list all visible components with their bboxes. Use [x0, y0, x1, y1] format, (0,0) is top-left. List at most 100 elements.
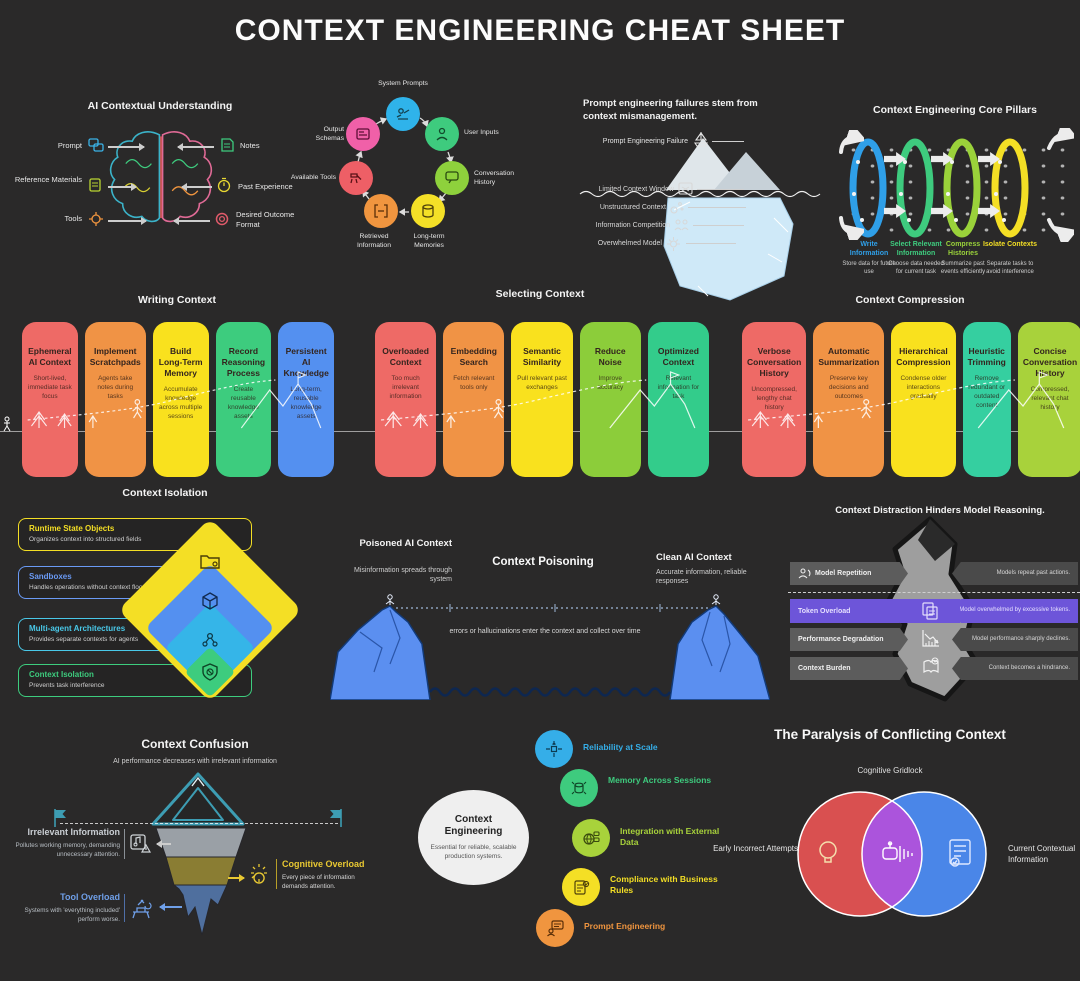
stopwatch-icon [217, 177, 231, 193]
cycle-node-conversation-history [435, 161, 469, 195]
notes-icon [221, 138, 234, 152]
curved-arrow-icon [1047, 128, 1074, 150]
brain-label-past-experience: Past Experience [238, 182, 293, 191]
pillar-label: Compress Histories [945, 241, 981, 257]
card-optimized-context: Optimized Context Relevant information fo… [647, 322, 710, 477]
pillar-desc: Summarize past events efficiently [940, 261, 986, 275]
cliffs-illustration [330, 594, 770, 700]
hub-title: Context Engineering [444, 813, 503, 838]
distraction-row-token-overload: Token Overload Model overwhelmed by exce… [790, 599, 1078, 623]
selecting-context-cards: Overloaded Context Too much irrelevant in… [375, 322, 710, 477]
hub-item-label: Memory Across Sessions [608, 775, 712, 785]
callout-tool-overload-desc: Systems with 'everything included' perfo… [24, 907, 120, 923]
reference-doc-icon [89, 178, 101, 192]
arrow-left [181, 183, 212, 190]
shield-icon [202, 663, 218, 681]
arrow-left [173, 217, 210, 224]
connector-line [688, 207, 746, 208]
arrow-right [108, 217, 147, 224]
page-title: CONTEXT ENGINEERING CHEAT SHEET [234, 14, 846, 47]
token-stack-icon [922, 602, 938, 620]
connector-line [712, 141, 744, 142]
curved-arrow-icon [1047, 218, 1074, 242]
card-persistent-ai-knowledge: Persistent AI Knowledge Long-term, reusab… [278, 322, 335, 477]
arrow-left [177, 143, 214, 150]
context-distraction-title: Context Distraction Hinders Model Reason… [835, 505, 1045, 516]
divider [276, 859, 277, 889]
card-record-reasoning-process: Record Reasoning Process Create reusable … [215, 322, 272, 477]
context-confusion-subtitle: AI performance decreases with irrelevant… [113, 758, 277, 765]
user-icon [436, 127, 448, 141]
tools-pile-icon [132, 899, 152, 919]
iceberg-label-information-competition: Information Competition [595, 222, 670, 229]
venn-diagram [797, 791, 987, 917]
cycle-node-long-term-memories [411, 194, 445, 228]
brain-label-notes: Notes [240, 141, 260, 150]
hub-item-circle-reliability [535, 730, 573, 768]
burden-book-icon [923, 657, 939, 674]
sliders-icon [396, 108, 410, 120]
target-icon [215, 212, 229, 226]
distraction-row-model-repetition: Model Repetition Models repeat past acti… [790, 562, 1078, 585]
curved-arrow-icon [839, 130, 864, 154]
failure-iceberg-heading: Prompt engineering failures stem from co… [583, 98, 758, 122]
callout-irrelevant-information-desc: Pollutes working memory, demanding unnec… [15, 842, 120, 858]
failure-iceberg-illustration [579, 138, 821, 301]
hub-item-circle-memory [560, 769, 598, 807]
poisoning-note: errors or hallucinations enter the conte… [449, 628, 641, 635]
multi-agent-icon [202, 632, 218, 647]
venn-right-label: Current Contextual Information [1008, 844, 1076, 864]
divider [124, 829, 125, 859]
context-isolation-title: Context Isolation [122, 487, 208, 499]
crowd-icon [674, 219, 689, 231]
confusion-waterline [60, 823, 338, 824]
brackets-box-icon [374, 204, 388, 218]
callout-tool-overload-title: Tool Overload [60, 892, 120, 902]
callout-cognitive-overload-title: Cognitive Overload [282, 859, 365, 869]
declining-chart-icon [922, 630, 939, 647]
venn-top-label: Cognitive Gridlock [857, 766, 923, 775]
cube-icon [202, 592, 218, 610]
card-reduce-noise: Reduce Noise Improve accuracy [579, 322, 641, 477]
cycle-node-system-prompts [386, 97, 420, 131]
arrow-right [108, 183, 137, 190]
overload-burst-icon [667, 237, 680, 251]
context-engineering-hub-circle: Context Engineering Essential for reliab… [418, 790, 529, 885]
clean-context-title: Clean AI Context [656, 552, 732, 563]
sun-overload-icon [251, 864, 267, 884]
repeat-user-icon [798, 568, 811, 579]
poisoned-context-desc: Misinformation spreads through system [353, 567, 452, 584]
connector-line [686, 243, 736, 244]
cycle-label: Long-term Memories [413, 233, 445, 249]
brain-label-reference-materials: Reference Materials [14, 175, 82, 184]
iceberg-surface-label: Prompt Engineering Failure [602, 138, 688, 145]
card-hierarchical-compression: Hierarchical Compression Condense older i… [891, 322, 956, 477]
pillar-desc: Separate tasks to avoid interference [986, 261, 1034, 275]
divider [124, 894, 125, 922]
callout-cognitive-overload-desc: Every piece of information demands atten… [282, 874, 355, 890]
flag-icon [54, 809, 66, 827]
flag-icon [330, 809, 342, 827]
chat-bubbles-icon [88, 138, 104, 152]
database-icon [422, 204, 434, 218]
pillar-rings [849, 138, 1029, 238]
conflicting-context-title: The Paralysis of Conflicting Context [774, 727, 1006, 742]
globe-data-icon [583, 831, 600, 845]
tools-gear-icon [89, 212, 103, 226]
arrow-right [228, 874, 245, 881]
context-cycle-panel: System Prompts User Inputs Conversation … [291, 78, 520, 268]
hub-item-label: Integration with External Data [620, 826, 720, 847]
poisoned-context-title: Poisoned AI Context [359, 538, 452, 549]
connector-line [693, 225, 744, 226]
cycle-node-output-schemas [346, 117, 380, 151]
card-automatic-summarization: Automatic Summarization Preserve key deci… [813, 322, 885, 477]
selecting-context-title: Selecting Context [495, 288, 585, 300]
window-icon [678, 182, 693, 195]
cycle-label: Output Schemas [315, 126, 344, 142]
card-embedding-search: Embedding Search Fetch relevant tools onl… [443, 322, 505, 477]
hammer-icon [350, 173, 362, 184]
dashed-separator [788, 592, 1080, 593]
card-implement-scratchpads: Implement Scratchpads Agents take notes d… [84, 322, 146, 477]
chat-user-icon [445, 171, 459, 184]
cycle-label: System Prompts [378, 80, 428, 87]
